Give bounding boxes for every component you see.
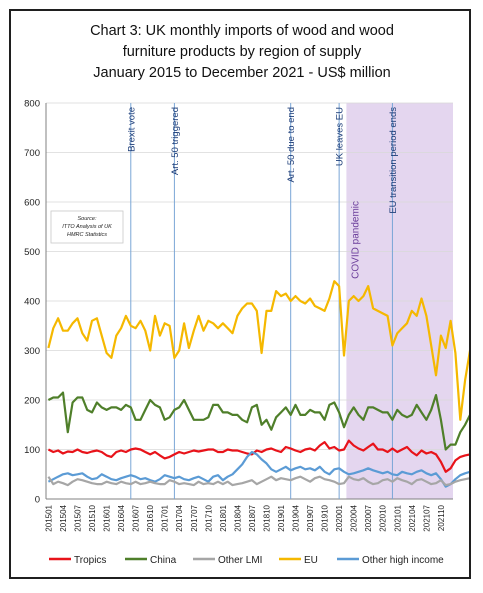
x-tick-label-4: 201601 xyxy=(103,504,112,531)
x-tick-label-11: 201710 xyxy=(204,504,213,531)
x-tick-label-12: 201801 xyxy=(219,504,228,531)
x-tick-label-17: 201904 xyxy=(292,504,301,531)
x-tick-label-26: 202107 xyxy=(422,504,431,531)
x-tick-label-18: 201907 xyxy=(306,504,315,531)
legend-label-1: China xyxy=(150,555,177,566)
x-tick-label-21: 202004 xyxy=(350,504,359,531)
y-tick-label-3: 300 xyxy=(24,346,40,357)
series-line-eu xyxy=(47,280,469,421)
series-line-tropics xyxy=(47,439,469,473)
y-tick-label-2: 200 xyxy=(24,396,40,407)
x-tick-label-7: 201610 xyxy=(146,504,155,531)
y-tick-label-4: 400 xyxy=(24,297,40,308)
event-label-4: EU transition period ends xyxy=(388,107,399,214)
x-tick-label-15: 201810 xyxy=(262,504,271,531)
x-tick-label-16: 201901 xyxy=(277,504,286,531)
event-label-3: UK leaves EU xyxy=(335,107,346,166)
legend-label-4: Other high income xyxy=(362,555,444,566)
legend-label-0: Tropics xyxy=(74,555,106,566)
event-label-0: Brexit vote xyxy=(126,107,137,152)
x-tick-label-6: 201607 xyxy=(132,504,141,531)
x-tick-label-19: 201910 xyxy=(321,504,330,531)
x-tick-label-9: 201704 xyxy=(175,504,184,531)
y-tick-label-0: 0 xyxy=(35,495,40,506)
series-line-china xyxy=(47,391,469,451)
source-note-line-0: Source: xyxy=(78,216,97,222)
event-label-1: Art. 50 triggered xyxy=(170,107,181,175)
chart-title-line-3: January 2015 to December 2021 - US$ mill… xyxy=(93,65,391,81)
x-tick-label-0: 201501 xyxy=(44,504,53,531)
legend-label-2: Other LMI xyxy=(218,555,262,566)
x-tick-label-27: 202110 xyxy=(437,504,446,531)
x-tick-label-3: 201510 xyxy=(88,504,97,531)
shaded-region-label: COVID pandemic xyxy=(350,201,361,279)
source-note-line-1: ITTO Analysis of UK xyxy=(62,224,112,230)
x-tick-label-5: 201604 xyxy=(117,504,126,531)
x-tick-label-20: 202001 xyxy=(335,504,344,531)
x-tick-label-24: 202101 xyxy=(393,504,402,531)
x-tick-label-13: 201804 xyxy=(233,504,242,531)
x-tick-label-1: 201504 xyxy=(59,504,68,531)
y-tick-label-6: 600 xyxy=(24,198,40,209)
y-tick-label-8: 800 xyxy=(24,99,40,110)
chart-title-line-1: Chart 3: UK monthly imports of wood and … xyxy=(90,23,394,39)
x-tick-label-14: 201807 xyxy=(248,504,257,531)
chart-title-line-2: furniture products by region of supply xyxy=(122,44,362,60)
x-tick-label-23: 202010 xyxy=(379,504,388,531)
series-line-other-lmi xyxy=(47,475,469,487)
legend-label-3: EU xyxy=(304,555,318,566)
y-tick-label-5: 500 xyxy=(24,247,40,258)
y-tick-label-1: 100 xyxy=(24,445,40,456)
x-tick-label-2: 201507 xyxy=(73,504,82,531)
x-tick-label-22: 202007 xyxy=(364,504,373,531)
series-line-other-high-income xyxy=(47,450,469,488)
chart-title: Chart 3: UK monthly imports of wood and … xyxy=(11,21,473,84)
chart-frame: Chart 3: UK monthly imports of wood and … xyxy=(9,9,471,579)
x-tick-label-25: 202104 xyxy=(408,504,417,531)
line-chart: 0 100 200 300 400 500 600 700 800 201501 201504 201… xyxy=(24,99,469,566)
x-tick-label-10: 201707 xyxy=(190,504,199,531)
event-label-2: Art. 50 due to end xyxy=(286,107,297,183)
source-note-line-2: HMRC Statistics xyxy=(67,232,107,238)
x-tick-label-8: 201701 xyxy=(161,504,170,531)
y-tick-label-7: 700 xyxy=(24,148,40,159)
source-note-box xyxy=(50,210,124,244)
